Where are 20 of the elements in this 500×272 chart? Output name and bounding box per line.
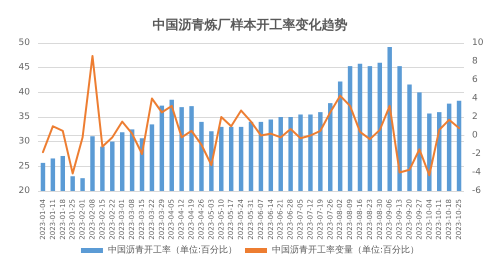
chart-title: 中国沥青炼厂样本开工率变化趋势 — [152, 17, 348, 33]
y-tick-label: 25 — [18, 161, 30, 172]
y2-tick-label: 2 — [472, 112, 478, 122]
y2-tick-label: -6 — [472, 186, 482, 196]
y2-tick-label: 8 — [472, 56, 478, 66]
y2-tick-label: 4 — [472, 94, 478, 104]
y2-tick-label: 10 — [472, 38, 484, 48]
y2-tick-label: 0 — [472, 130, 478, 140]
y-tick-label: 45 — [18, 62, 30, 73]
y-tick-label: 30 — [18, 136, 30, 147]
y-tick-label: 40 — [18, 87, 30, 98]
y-tick-label: 50 — [18, 38, 30, 48]
y2-tick-label: -2 — [472, 149, 481, 159]
y-tick-label: 20 — [18, 186, 30, 196]
line-series — [42, 54, 460, 176]
legend-label: 中国沥青开工率变量（单位:百分比） — [272, 244, 420, 256]
y2-tick-label: 6 — [472, 75, 478, 85]
legend-label: 中国沥青开工率（单位:百分比） — [108, 244, 238, 256]
y-tick-label: 35 — [18, 112, 30, 122]
y2-tick-label: -4 — [472, 168, 482, 178]
